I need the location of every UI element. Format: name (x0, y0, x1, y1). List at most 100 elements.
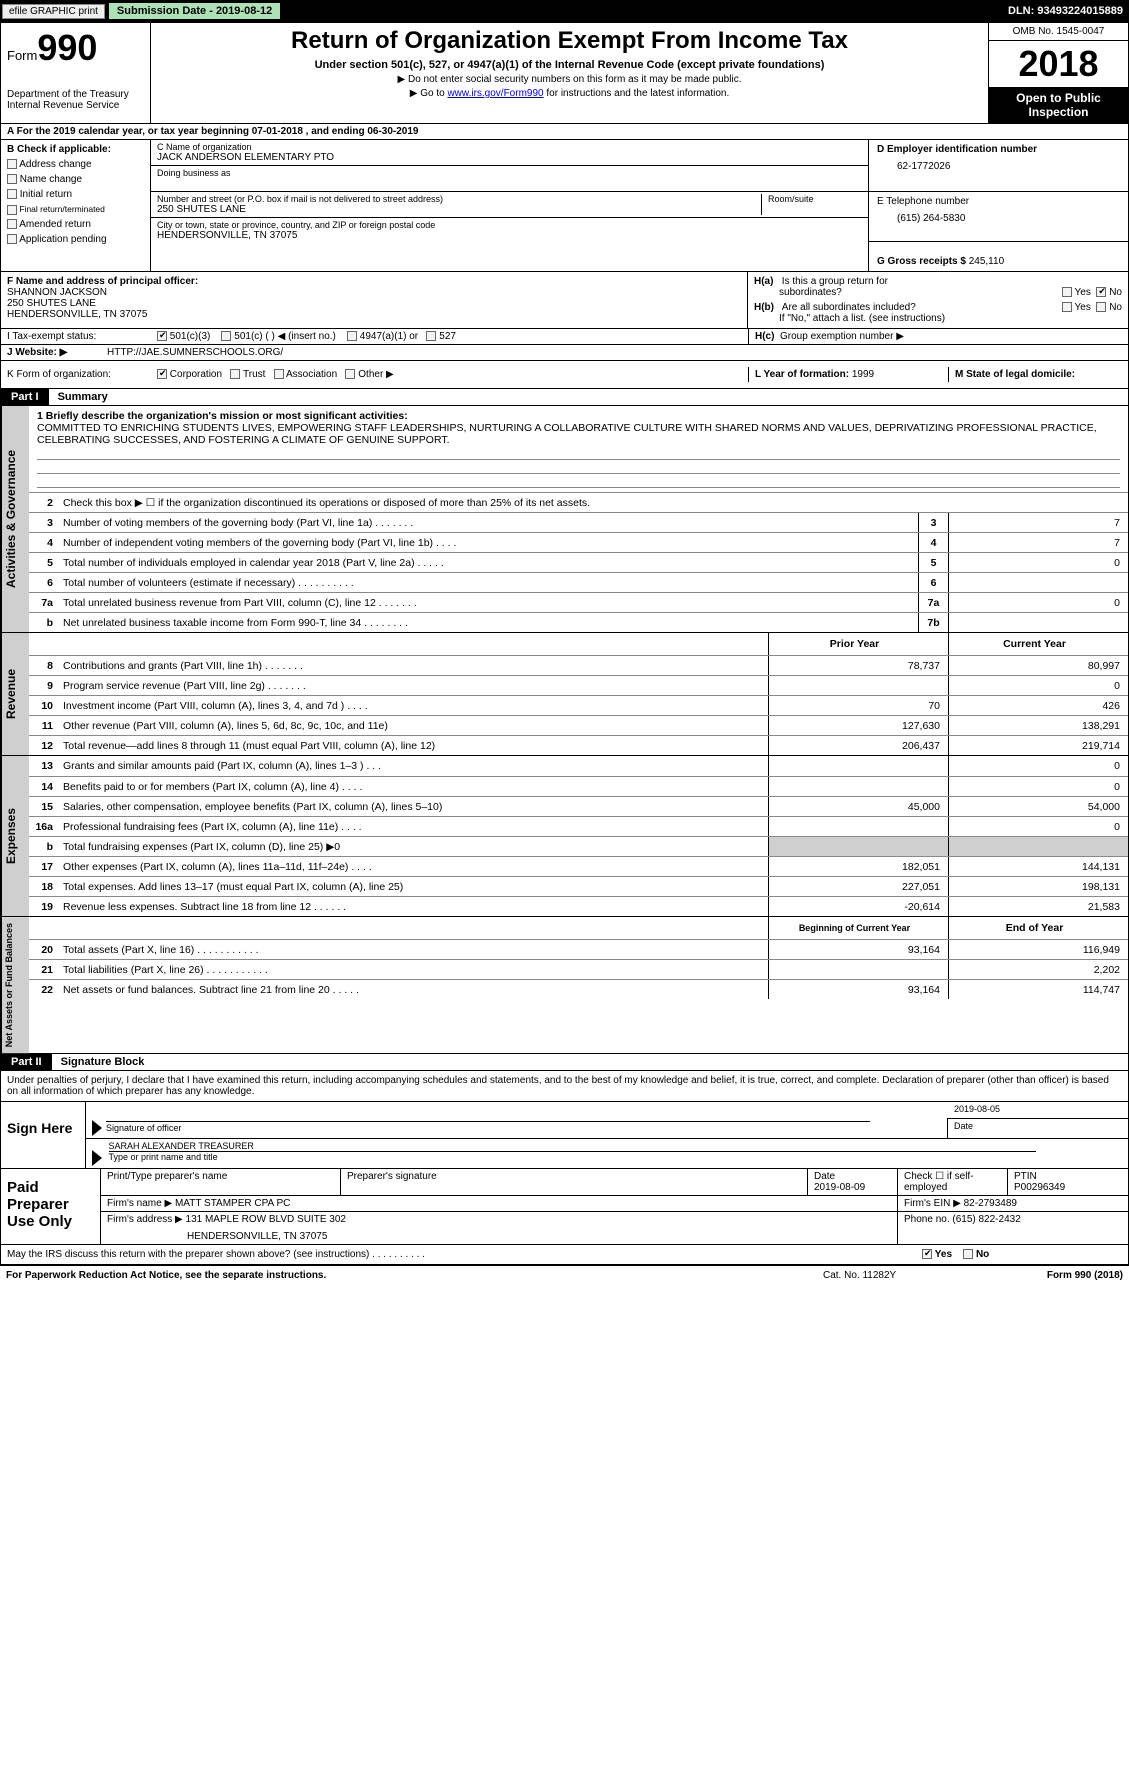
data-line: 12Total revenue—add lines 8 through 11 (… (29, 735, 1128, 755)
gross-label: G Gross receipts $ (877, 256, 969, 267)
mission-text: COMMITTED TO ENRICHING STUDENTS LIVES, E… (37, 422, 1120, 446)
part1-label: Part I (1, 389, 49, 405)
open-public: Open to Public Inspection (989, 87, 1128, 123)
efile-button[interactable]: efile GRAPHIC print (2, 4, 105, 19)
submission-date: Submission Date - 2019-08-12 (109, 3, 280, 19)
ha-no[interactable] (1096, 287, 1106, 297)
phone-value: (615) 264-5830 (897, 213, 1120, 224)
firm-phone: (615) 822-2432 (952, 1214, 1020, 1225)
arrow-icon (92, 1120, 102, 1136)
note-ssn: ▶ Do not enter social security numbers o… (159, 74, 980, 85)
arrow-icon (92, 1150, 102, 1166)
box-c: C Name of organization JACK ANDERSON ELE… (151, 140, 868, 271)
gross-value: 245,110 (969, 256, 1004, 267)
governance-content: 1 Briefly describe the organization's mi… (29, 406, 1128, 632)
page-footer: For Paperwork Reduction Act Notice, see … (0, 1266, 1129, 1285)
j-label: J Website: ▶ (1, 345, 101, 360)
tax-status-row: I Tax-exempt status: 501(c)(3) 501(c) ( … (1, 329, 1128, 345)
firm-addr1: 131 MAPLE ROW BLVD SUITE 302 (186, 1214, 346, 1225)
end-year-hdr: End of Year (948, 917, 1128, 939)
form-footer: Form 990 (2018) (983, 1270, 1123, 1281)
netassets-side: Net Assets or Fund Balances (1, 917, 29, 1053)
chk-501c[interactable] (221, 331, 231, 341)
phone-label: E Telephone number (877, 196, 1120, 207)
hb-yes[interactable] (1062, 302, 1072, 312)
period-end: 06-30-2019 (367, 126, 418, 137)
penalty-text: Under penalties of perjury, I declare th… (1, 1071, 1128, 1102)
header-right: OMB No. 1545-0047 2018 Open to Public In… (988, 23, 1128, 123)
dba-label: Doing business as (157, 168, 862, 178)
paid-preparer-content: Print/Type preparer's name Preparer's si… (101, 1169, 1128, 1244)
discuss-row: May the IRS discuss this return with the… (1, 1245, 1128, 1265)
ha-yes[interactable] (1062, 287, 1072, 297)
chk-name[interactable] (7, 174, 17, 184)
data-line: bTotal fundraising expenses (Part IX, co… (29, 836, 1128, 856)
officer-addr1: 250 SHUTES LANE (7, 298, 741, 309)
prep-date: 2019-08-09 (814, 1182, 891, 1193)
chk-pending[interactable] (7, 234, 17, 244)
part1-bar: Part I Summary (1, 389, 1128, 406)
org-name: JACK ANDERSON ELEMENTARY PTO (157, 152, 862, 163)
data-line: 20Total assets (Part X, line 16) . . . .… (29, 939, 1128, 959)
tax-year: 2018 (989, 41, 1128, 87)
year-formation: 1999 (852, 369, 874, 380)
data-line: 8Contributions and grants (Part VIII, li… (29, 655, 1128, 675)
chk-final[interactable] (7, 205, 17, 215)
chk-corp[interactable] (157, 369, 167, 379)
chk-assoc[interactable] (274, 369, 284, 379)
chk-address[interactable] (7, 159, 17, 169)
sign-here-row: Sign Here 2019-08-05 Signature of office… (1, 1102, 1128, 1169)
firm-name: MATT STAMPER CPA PC (175, 1198, 290, 1209)
paperwork-notice: For Paperwork Reduction Act Notice, see … (6, 1270, 823, 1281)
hb-no[interactable] (1096, 302, 1106, 312)
chk-other[interactable] (345, 369, 355, 379)
data-line: 21Total liabilities (Part X, line 26) . … (29, 959, 1128, 979)
data-line: 14Benefits paid to or for members (Part … (29, 776, 1128, 796)
discuss-no[interactable] (963, 1249, 973, 1259)
gov-line: 6Total number of volunteers (estimate if… (29, 572, 1128, 592)
paid-preparer-row: Paid Preparer Use Only Print/Type prepar… (1, 1169, 1128, 1245)
city-label: City or town, state or province, country… (157, 220, 862, 230)
expenses-side: Expenses (1, 756, 29, 916)
chk-initial[interactable] (7, 189, 17, 199)
chk-amended[interactable] (7, 219, 17, 229)
tax-period-row: A For the 2019 calendar year, or tax yea… (1, 124, 1128, 140)
governance-section: Activities & Governance 1 Briefly descri… (1, 406, 1128, 633)
chk-4947[interactable] (347, 331, 357, 341)
chk-527[interactable] (426, 331, 436, 341)
part2-label: Part II (1, 1054, 52, 1070)
data-line: 17Other expenses (Part IX, column (A), l… (29, 856, 1128, 876)
chk-501c3[interactable] (157, 331, 167, 341)
tax-status-options: 501(c)(3) 501(c) ( ) ◀ (insert no.) 4947… (151, 329, 748, 344)
form-prefix: Form (7, 48, 37, 63)
k-label: K Form of organization: (1, 367, 151, 382)
part2-bar: Part II Signature Block (1, 1054, 1128, 1071)
revenue-side: Revenue (1, 633, 29, 755)
name-title-label: Type or print name and title (109, 1152, 218, 1162)
current-year-hdr: Current Year (948, 633, 1128, 655)
hc-cell: H(c) Group exemption number ▶ (748, 329, 1128, 344)
ein-label: D Employer identification number (877, 144, 1120, 155)
gov-line: 5Total number of individuals employed in… (29, 552, 1128, 572)
form-header: Form990 Department of the Treasury Inter… (1, 23, 1128, 124)
prior-year-hdr: Prior Year (768, 633, 948, 655)
sig-officer-label: Signature of officer (106, 1121, 870, 1133)
gov-line: 3Number of voting members of the governi… (29, 512, 1128, 532)
irs-label: Internal Revenue Service (7, 100, 144, 111)
chk-trust[interactable] (230, 369, 240, 379)
governance-side: Activities & Governance (1, 406, 29, 632)
website-url: HTTP://JAE.SUMNERSCHOOLS.ORG/ (101, 345, 1128, 360)
sign-right: 2019-08-05 Signature of officer Date SAR… (86, 1102, 1128, 1168)
data-line: 19Revenue less expenses. Subtract line 1… (29, 896, 1128, 916)
form-title: Return of Organization Exempt From Incom… (159, 27, 980, 55)
section-b-c-d: B Check if applicable: Address change Na… (1, 140, 1128, 272)
m-label: M State of legal domicile: (955, 369, 1075, 380)
ein-value: 62-1772026 (897, 161, 1120, 172)
irs-link[interactable]: www.irs.gov/Form990 (447, 88, 543, 99)
city-state-zip: HENDERSONVILLE, TN 37075 (157, 230, 862, 241)
box-b: B Check if applicable: Address change Na… (1, 140, 151, 271)
sign-date: 2019-08-05 (948, 1102, 1128, 1118)
discuss-yes[interactable] (922, 1249, 932, 1259)
officer-label: F Name and address of principal officer: (7, 276, 741, 287)
ptin: P00296349 (1014, 1182, 1122, 1193)
